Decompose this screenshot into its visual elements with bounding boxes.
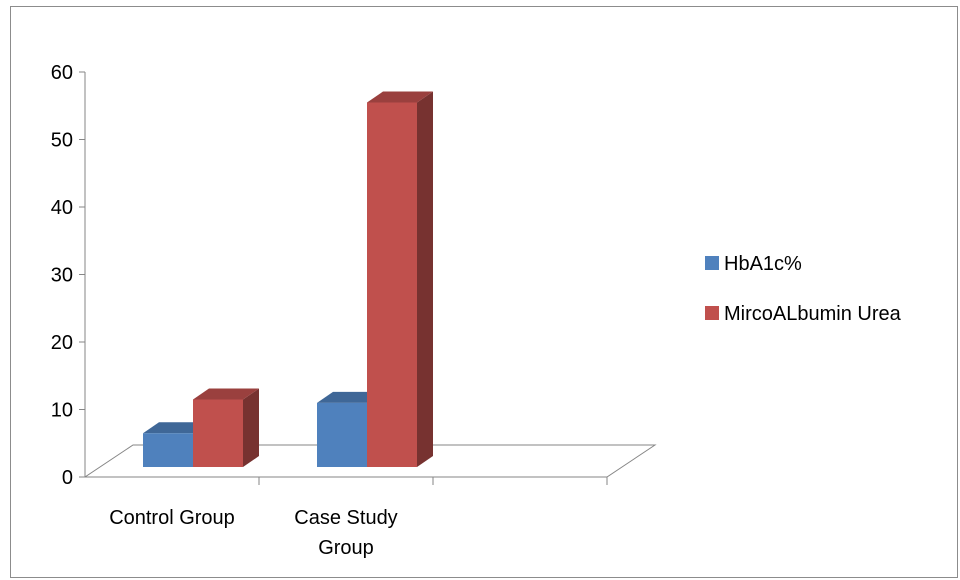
bar bbox=[193, 399, 243, 467]
chart-legend: HbA1c% MircoALbumin Urea bbox=[705, 253, 902, 325]
x-category-label-line: Control Group bbox=[109, 507, 235, 529]
bar-top bbox=[367, 91, 433, 103]
x-category-label: Case Study Group bbox=[294, 507, 397, 559]
bar bbox=[367, 102, 417, 467]
x-category-label-line: Group bbox=[318, 537, 374, 559]
x-category-label-line: Case Study bbox=[294, 507, 397, 529]
y-tick-label: 0 bbox=[62, 467, 73, 489]
bar-top bbox=[193, 388, 259, 400]
bar-top bbox=[143, 422, 209, 434]
legend-swatch bbox=[705, 306, 719, 320]
bar-side bbox=[243, 388, 259, 467]
y-tick-label: 60 bbox=[51, 62, 73, 84]
legend-label: HbA1c% bbox=[724, 253, 802, 275]
chart-frame bbox=[10, 6, 958, 578]
chart-axes: 0 10 20 30 40 50 60 Control Group Case Study Grou… bbox=[51, 62, 657, 559]
bar bbox=[143, 433, 193, 467]
bar bbox=[317, 402, 367, 467]
x-category-label: Control Group bbox=[109, 507, 235, 529]
y-tick-label: 30 bbox=[51, 265, 73, 287]
bar-side bbox=[417, 91, 433, 467]
y-tick-label: 20 bbox=[51, 332, 73, 354]
legend-label: MircoALbumin Urea bbox=[724, 303, 902, 325]
y-tick-label: 50 bbox=[51, 130, 73, 152]
chart-bars bbox=[143, 91, 433, 467]
y-tick-label: 10 bbox=[51, 400, 73, 422]
legend-swatch bbox=[705, 256, 719, 270]
bar-top bbox=[317, 391, 383, 403]
y-tick-label: 40 bbox=[51, 197, 73, 219]
